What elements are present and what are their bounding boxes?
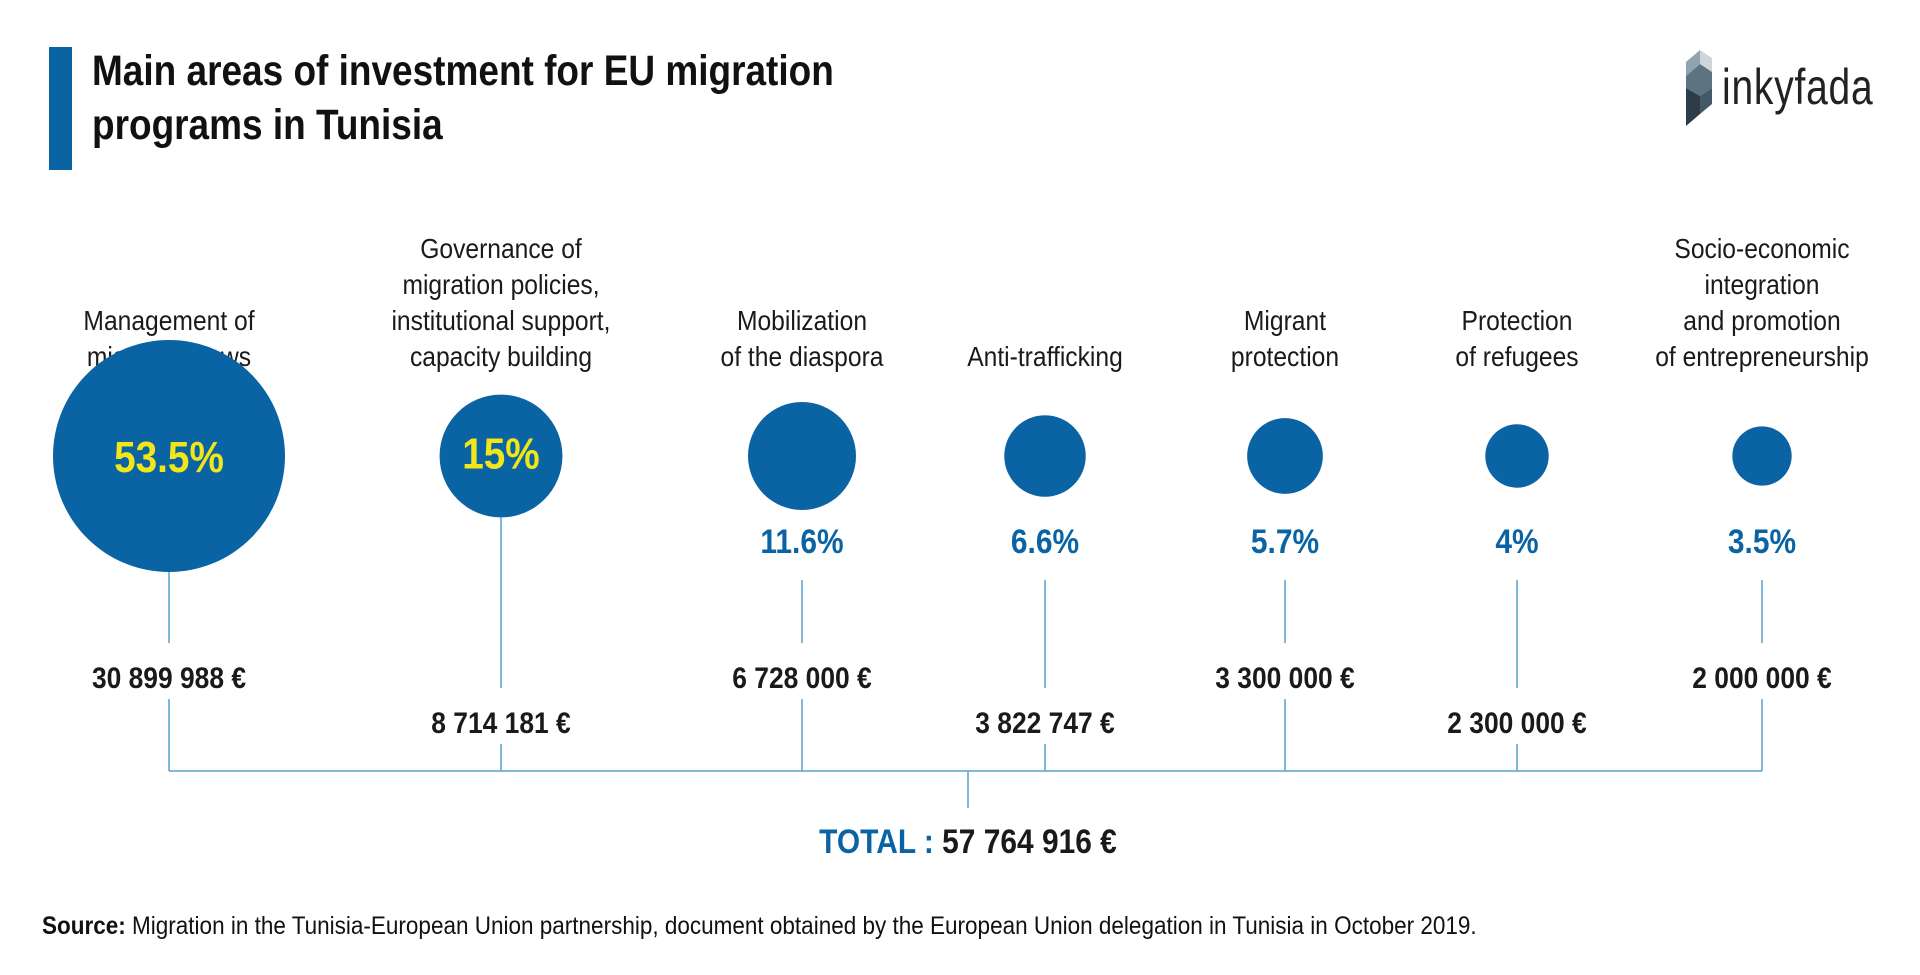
inkyfada-logo-text: inkyfada bbox=[1722, 59, 1874, 115]
amount-label: 3 300 000 € bbox=[1215, 660, 1355, 694]
percent-label: 15% bbox=[462, 428, 539, 478]
percent-label: 6.6% bbox=[1011, 522, 1079, 560]
total-label: TOTAL : 57 764 916 € bbox=[819, 822, 1117, 860]
category-label-line: and promotion bbox=[1683, 305, 1840, 337]
percent-label: 3.5% bbox=[1728, 522, 1796, 560]
chart-title: Main areas of investment for EU migratio… bbox=[92, 44, 866, 152]
source-text: Migration in the Tunisia-European Union … bbox=[132, 912, 1477, 940]
chart-title-line-1: Main areas of investment for EU migratio… bbox=[92, 47, 834, 95]
amount-label: 30 899 988 € bbox=[92, 660, 246, 694]
category-label: Protection of refugees bbox=[1455, 305, 1578, 373]
category-label: Socio-economic integration and promotion of… bbox=[1655, 233, 1869, 373]
category-label-line: Socio-economic bbox=[1674, 233, 1849, 265]
category-label-line: institutional support, bbox=[391, 305, 610, 337]
category-label-line: of refugees bbox=[1455, 341, 1578, 373]
amount-label: 3 822 747 € bbox=[975, 705, 1115, 739]
category-label: Anti-trafficking bbox=[967, 341, 1123, 373]
source-note: Source: Migration in the Tunisia-Europea… bbox=[42, 912, 1662, 941]
bubble bbox=[1485, 424, 1549, 488]
category-label-line: of the diaspora bbox=[721, 341, 884, 373]
bubble bbox=[1004, 415, 1086, 497]
total-prefix: TOTAL : bbox=[819, 822, 942, 860]
category-label-line: integration bbox=[1704, 269, 1819, 301]
amount-label: 2 300 000 € bbox=[1447, 705, 1587, 739]
category-label-line: Anti-trafficking bbox=[967, 341, 1123, 373]
percent-label: 11.6% bbox=[760, 522, 843, 560]
category-label-line: protection bbox=[1231, 341, 1339, 373]
percent-label: 4% bbox=[1495, 522, 1538, 560]
percent-label: 53.5% bbox=[114, 432, 224, 482]
category-label-line: Management of bbox=[83, 305, 255, 337]
amount-label: 6 728 000 € bbox=[732, 660, 872, 694]
amount-label: 8 714 181 € bbox=[431, 705, 571, 739]
category-label-line: migration policies, bbox=[402, 269, 599, 301]
category-label-line: Migrant bbox=[1244, 305, 1327, 337]
category-label-line: Protection bbox=[1462, 305, 1573, 337]
category-label: Migrant protection bbox=[1231, 305, 1339, 373]
inkyfada-logo-icon bbox=[1686, 50, 1712, 126]
bubble bbox=[53, 340, 285, 572]
category-label-line: Mobilization bbox=[737, 305, 867, 337]
bubble bbox=[1732, 426, 1792, 486]
amount-label: 2 000 000 € bbox=[1692, 660, 1832, 694]
category-label-line: of entrepreneurship bbox=[1655, 341, 1869, 373]
source-label: Source: bbox=[42, 912, 126, 940]
bubble bbox=[1247, 418, 1323, 494]
category-label-line: capacity building bbox=[410, 341, 592, 373]
percent-label: 5.7% bbox=[1251, 522, 1319, 560]
chart-title-line-2: programs in Tunisia bbox=[92, 101, 443, 149]
category-label: Governance of migration policies, institut… bbox=[391, 233, 610, 373]
category-label: Mobilization of the diaspora bbox=[721, 305, 884, 373]
category-label-line: Governance of bbox=[420, 233, 582, 265]
bubble bbox=[747, 401, 857, 511]
total-value: 57 764 916 € bbox=[942, 822, 1117, 860]
bubble bbox=[439, 394, 563, 518]
inkyfada-logo: inkyfada bbox=[1680, 48, 1880, 128]
title-accent-bar bbox=[49, 47, 72, 170]
